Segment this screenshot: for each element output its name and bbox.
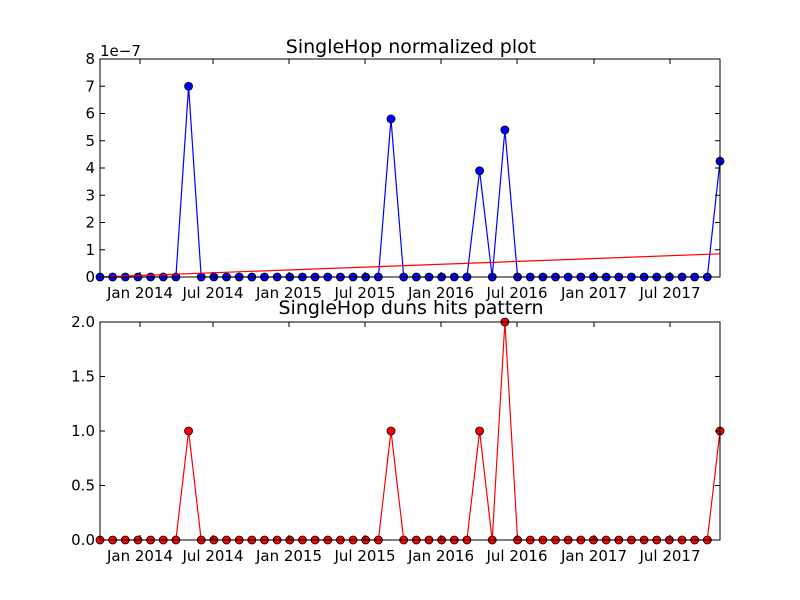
x-tick-label: Jul 2016 — [485, 547, 547, 565]
x-tick-label: Jan 2016 — [407, 284, 474, 302]
y-axis-ticks: 0.0 0.5 1.0 1.5 2.0 — [71, 313, 720, 549]
y-tick-label: 3 — [85, 186, 95, 204]
y-tick-label: 7 — [85, 77, 95, 95]
y-tick-label: 2.0 — [71, 313, 95, 331]
x-tick-label: Jul 2015 — [333, 547, 395, 565]
x-tick-label: Jul 2017 — [638, 284, 700, 302]
chart-title: SingleHop normalized plot — [286, 36, 536, 58]
data-point — [475, 166, 484, 176]
y-tick-label: 4 — [85, 159, 95, 177]
x-tick-label: Jul 2016 — [485, 284, 547, 302]
x-tick-label: Jan 2017 — [560, 284, 627, 302]
x-tick-label: Jan 2016 — [407, 547, 474, 565]
y-tick-label: 0.0 — [71, 531, 95, 549]
plot-frame — [99, 58, 721, 278]
x-tick-label: Jul 2014 — [181, 284, 243, 302]
y-tick-label: 6 — [85, 105, 95, 123]
x-tick-label: Jan 2015 — [255, 547, 322, 565]
y-offset-label: 1e−7 — [100, 42, 141, 60]
x-tick-label: Jul 2017 — [638, 547, 700, 565]
data-point — [386, 114, 396, 124]
x-tick-label: Jul 2015 — [333, 284, 395, 302]
x-tick-label: Jan 2014 — [106, 547, 173, 565]
x-tick-label: Jan 2017 — [560, 547, 627, 565]
trend-line — [99, 253, 721, 278]
x-axis-ticks: Jan 2014 Jul 2014 Jan 2015 Jul 2015 Jan 2016… — [106, 59, 701, 302]
plot-frame — [99, 321, 721, 541]
data-point — [500, 125, 510, 135]
x-tick-label: Jan 2014 — [106, 284, 173, 302]
y-tick-label: 1.0 — [71, 422, 95, 440]
data-point — [184, 81, 193, 91]
y-tick-label: 1 — [85, 241, 95, 259]
chart-panel-normalized: SingleHop normalized plot 1e−7 0 1 2 3 4 5 6 7 8… — [85, 36, 725, 302]
y-tick-label: 0 — [85, 268, 95, 286]
chart-title: SingleHop duns hits pattern — [278, 297, 543, 319]
y-tick-label: 5 — [85, 132, 95, 150]
data-point — [475, 426, 484, 436]
chart-panel-duns-hits: SingleHop duns hits pattern 0.0 0.5 1.0 1.5… — [71, 297, 725, 565]
data-point — [386, 426, 396, 436]
x-axis-ticks: Jan 2014 Jul 2014 Jan 2015 Jul 2015 Jan 2016… — [106, 322, 701, 565]
data-point — [184, 426, 193, 436]
x-tick-label: Jul 2014 — [181, 547, 243, 565]
y-tick-label: 2 — [85, 214, 95, 232]
x-tick-label: Jan 2015 — [255, 284, 322, 302]
y-tick-label: 8 — [85, 50, 95, 68]
y-tick-label: 0.5 — [71, 477, 95, 495]
y-tick-label: 1.5 — [71, 368, 95, 386]
